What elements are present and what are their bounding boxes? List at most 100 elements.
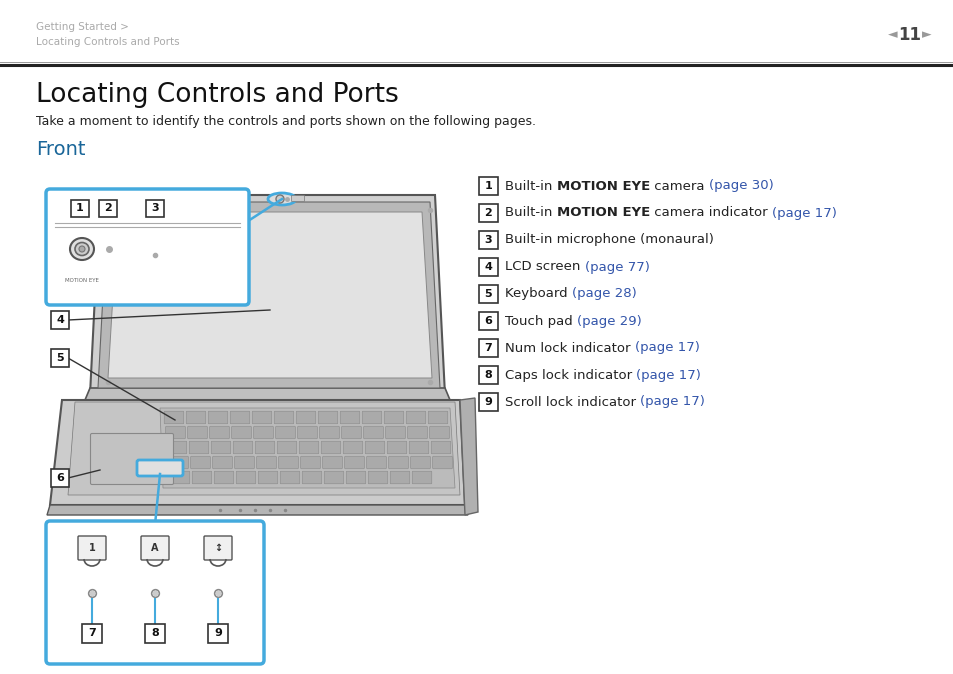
- Text: 3: 3: [151, 203, 158, 213]
- Text: (page 17): (page 17): [636, 369, 700, 381]
- FancyBboxPatch shape: [186, 411, 206, 424]
- FancyBboxPatch shape: [192, 471, 212, 484]
- FancyBboxPatch shape: [409, 441, 428, 454]
- FancyBboxPatch shape: [478, 231, 497, 249]
- Text: (page 17): (page 17): [634, 342, 699, 355]
- Text: 1: 1: [484, 181, 492, 191]
- Text: Built-in: Built-in: [504, 206, 556, 220]
- Ellipse shape: [268, 193, 295, 205]
- Text: Front: Front: [36, 140, 86, 159]
- FancyBboxPatch shape: [233, 441, 253, 454]
- FancyBboxPatch shape: [366, 456, 386, 469]
- FancyBboxPatch shape: [322, 456, 342, 469]
- FancyBboxPatch shape: [302, 471, 321, 484]
- FancyBboxPatch shape: [253, 426, 273, 439]
- FancyBboxPatch shape: [204, 536, 232, 560]
- FancyBboxPatch shape: [208, 624, 228, 643]
- Polygon shape: [459, 398, 477, 515]
- FancyBboxPatch shape: [234, 456, 254, 469]
- Text: (page 28): (page 28): [571, 288, 636, 301]
- FancyBboxPatch shape: [167, 441, 187, 454]
- Text: Built-in: Built-in: [504, 179, 556, 193]
- FancyBboxPatch shape: [478, 339, 497, 357]
- FancyBboxPatch shape: [191, 456, 210, 469]
- Text: 7: 7: [88, 628, 95, 638]
- Text: Scroll lock indicator: Scroll lock indicator: [504, 396, 639, 408]
- FancyBboxPatch shape: [278, 456, 298, 469]
- FancyBboxPatch shape: [387, 441, 406, 454]
- Text: 2: 2: [104, 203, 112, 213]
- FancyBboxPatch shape: [274, 411, 294, 424]
- Text: Take a moment to identify the controls and ports shown on the following pages.: Take a moment to identify the controls a…: [36, 115, 536, 128]
- FancyBboxPatch shape: [411, 456, 430, 469]
- FancyBboxPatch shape: [292, 195, 304, 202]
- FancyBboxPatch shape: [478, 204, 497, 222]
- FancyBboxPatch shape: [256, 456, 276, 469]
- FancyBboxPatch shape: [51, 349, 69, 367]
- Text: (page 17): (page 17): [771, 206, 836, 220]
- Text: LCD screen: LCD screen: [504, 260, 584, 274]
- FancyBboxPatch shape: [213, 456, 233, 469]
- Text: 5: 5: [484, 289, 492, 299]
- FancyBboxPatch shape: [478, 312, 497, 330]
- Text: 6: 6: [484, 316, 492, 326]
- FancyBboxPatch shape: [236, 471, 255, 484]
- FancyBboxPatch shape: [478, 393, 497, 411]
- Ellipse shape: [79, 246, 85, 252]
- Text: camera indicator: camera indicator: [649, 206, 771, 220]
- Text: ◄: ◄: [887, 28, 897, 42]
- FancyBboxPatch shape: [344, 456, 364, 469]
- FancyBboxPatch shape: [324, 471, 343, 484]
- FancyBboxPatch shape: [295, 411, 315, 424]
- Text: 7: 7: [484, 343, 492, 353]
- FancyBboxPatch shape: [412, 471, 432, 484]
- FancyBboxPatch shape: [390, 471, 410, 484]
- Text: MOTION EYE: MOTION EYE: [65, 278, 99, 284]
- FancyBboxPatch shape: [362, 411, 381, 424]
- FancyBboxPatch shape: [252, 411, 272, 424]
- FancyBboxPatch shape: [319, 426, 339, 439]
- Text: 9: 9: [484, 397, 492, 407]
- Text: (page 17): (page 17): [639, 396, 704, 408]
- FancyBboxPatch shape: [385, 426, 405, 439]
- Ellipse shape: [75, 243, 89, 255]
- Text: 1: 1: [76, 203, 84, 213]
- Text: (page 77): (page 77): [584, 260, 649, 274]
- FancyBboxPatch shape: [431, 441, 451, 454]
- FancyBboxPatch shape: [208, 411, 228, 424]
- FancyBboxPatch shape: [169, 456, 188, 469]
- FancyBboxPatch shape: [91, 433, 173, 485]
- Text: camera: camera: [649, 179, 708, 193]
- FancyBboxPatch shape: [429, 426, 449, 439]
- FancyBboxPatch shape: [51, 469, 69, 487]
- Text: 5: 5: [56, 353, 64, 363]
- FancyBboxPatch shape: [433, 456, 452, 469]
- FancyBboxPatch shape: [343, 441, 362, 454]
- Text: Touch pad: Touch pad: [504, 315, 577, 328]
- FancyBboxPatch shape: [71, 200, 89, 217]
- Text: 8: 8: [484, 370, 492, 380]
- Polygon shape: [108, 212, 432, 378]
- FancyBboxPatch shape: [300, 456, 320, 469]
- Text: 11: 11: [898, 26, 921, 44]
- FancyBboxPatch shape: [384, 411, 403, 424]
- Text: ↕: ↕: [213, 543, 222, 553]
- FancyBboxPatch shape: [230, 411, 250, 424]
- FancyBboxPatch shape: [78, 536, 106, 560]
- Text: (page 29): (page 29): [577, 315, 641, 328]
- FancyBboxPatch shape: [210, 426, 229, 439]
- Text: Keyboard: Keyboard: [504, 288, 571, 301]
- Polygon shape: [98, 202, 439, 388]
- FancyBboxPatch shape: [170, 471, 190, 484]
- Ellipse shape: [70, 238, 94, 260]
- FancyBboxPatch shape: [478, 177, 497, 195]
- FancyBboxPatch shape: [99, 200, 117, 217]
- Polygon shape: [85, 388, 450, 400]
- FancyBboxPatch shape: [365, 441, 384, 454]
- FancyBboxPatch shape: [166, 426, 185, 439]
- FancyBboxPatch shape: [189, 441, 209, 454]
- FancyBboxPatch shape: [478, 258, 497, 276]
- Text: 2: 2: [484, 208, 492, 218]
- Text: 6: 6: [56, 473, 64, 483]
- Text: (page 30): (page 30): [708, 179, 773, 193]
